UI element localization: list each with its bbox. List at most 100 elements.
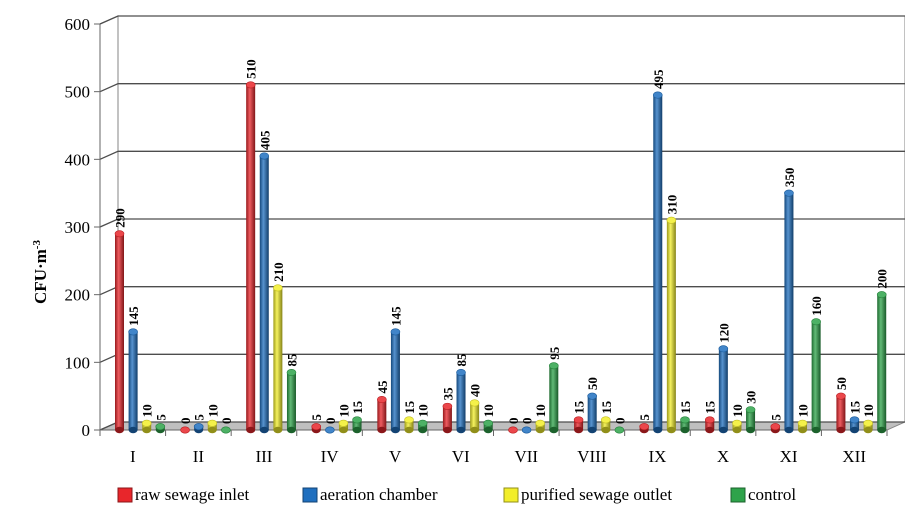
bar-top-cap — [325, 426, 335, 434]
bar-top-cap — [745, 406, 756, 414]
legend-swatch — [730, 487, 746, 503]
data-label: 310 — [664, 195, 679, 215]
bar-body — [377, 399, 387, 430]
bar-base-cap — [863, 426, 873, 434]
data-label: 120 — [716, 323, 731, 343]
bar-top-cap — [417, 419, 428, 427]
bar-base-cap — [535, 426, 545, 434]
data-label: 350 — [782, 168, 797, 188]
data-label: 45 — [375, 380, 390, 394]
bar-top-cap — [548, 362, 559, 370]
bar-top-cap — [338, 419, 349, 427]
data-label: 15 — [402, 400, 417, 414]
bar-top-cap — [390, 328, 401, 336]
bar-body — [587, 396, 597, 430]
data-label: 160 — [809, 296, 824, 316]
bar-base-cap — [574, 426, 584, 434]
data-label: 0 — [323, 418, 338, 425]
legend-swatch — [302, 487, 318, 503]
bar-aeration-chamber-VII — [521, 426, 532, 434]
bar-top-cap — [770, 423, 781, 431]
x-category-label: XI — [780, 447, 798, 466]
data-label: 0 — [178, 418, 193, 425]
bar-body — [666, 220, 676, 430]
x-category-label: III — [255, 447, 272, 466]
bar-aeration-chamber-I — [128, 328, 138, 434]
data-label: 10 — [861, 404, 876, 417]
data-label: 405 — [257, 130, 272, 150]
data-label: 10 — [416, 404, 431, 417]
data-label: 15 — [350, 400, 365, 414]
data-label: 50 — [585, 377, 600, 390]
data-label: 290 — [113, 208, 128, 228]
bar-control-X — [745, 406, 756, 434]
bar-base-cap — [442, 426, 452, 434]
legend-item: raw sewage inlet — [117, 485, 250, 504]
data-label: 5 — [192, 414, 207, 421]
data-label: 0 — [520, 418, 535, 425]
gridline — [99, 15, 905, 25]
bar-base-cap — [246, 426, 256, 434]
legend-item: purified sewage outlet — [503, 485, 672, 504]
bar-base-cap — [653, 426, 663, 434]
bar-top-cap — [155, 423, 166, 431]
bar-base-cap — [142, 426, 152, 434]
bar-base-cap — [587, 426, 597, 434]
bar-top-cap — [680, 416, 690, 424]
bar-body — [601, 419, 611, 430]
bar-aeration-chamber-II — [193, 423, 204, 434]
bar-raw-sewage-inlet-X — [704, 416, 715, 434]
x-category-label: V — [389, 447, 402, 466]
bar-top-cap — [704, 416, 715, 424]
bar-body — [286, 372, 296, 430]
data-label: 10 — [796, 404, 811, 417]
y-tick-label: 600 — [65, 15, 91, 34]
bar-aeration-chamber-VI — [456, 368, 466, 434]
bar-base-cap — [470, 426, 480, 434]
bar-body — [574, 419, 584, 430]
data-label: 210 — [271, 262, 286, 282]
bar-base-cap — [718, 426, 728, 434]
bar-body — [836, 396, 846, 430]
bar-top-cap — [639, 423, 649, 431]
bar-control-III — [286, 368, 297, 434]
bar-purified-sewage-outlet-X — [732, 419, 742, 434]
y-tick-label: 300 — [65, 218, 91, 237]
data-label: 10 — [481, 404, 496, 417]
bar-top-cap — [128, 328, 138, 336]
bar-purified-sewage-outlet-VI — [469, 399, 480, 434]
data-label: 15 — [848, 400, 863, 414]
data-label: 495 — [651, 69, 666, 89]
bar-base-cap — [784, 426, 794, 434]
bar-base-cap — [850, 426, 860, 434]
legend-item: aeration chamber — [302, 485, 438, 504]
bar-raw-sewage-inlet-IX — [639, 423, 649, 434]
data-label: 50 — [834, 377, 849, 390]
bar-purified-sewage-outlet-IX — [666, 216, 677, 434]
bar-base-cap — [732, 426, 742, 434]
bar-body — [246, 84, 256, 431]
bar-top-cap — [442, 402, 453, 410]
bar-body — [470, 402, 480, 430]
bar-control-I — [155, 423, 166, 434]
bar-base-cap — [115, 426, 124, 434]
data-label: 30 — [744, 391, 759, 404]
bar-top-cap — [273, 284, 283, 292]
bar-base-cap — [418, 426, 428, 434]
bar-control-II — [221, 426, 231, 434]
data-label: 10 — [533, 404, 548, 417]
legend: raw sewage inlet aeration chamber purified… — [117, 485, 796, 504]
data-label: 10 — [205, 404, 220, 417]
data-label: 510 — [244, 59, 259, 79]
bar-top-cap — [666, 216, 677, 224]
x-category-label: IV — [321, 447, 340, 466]
bar-body — [259, 155, 269, 430]
bar-top-cap — [245, 81, 256, 89]
data-label: 95 — [547, 346, 562, 360]
x-category-label: X — [717, 447, 729, 466]
x-category-label: I — [130, 447, 136, 466]
data-labels: 2901451050510051040521085501015451451510… — [113, 59, 890, 424]
x-category-label: VIII — [577, 447, 607, 466]
bar-top-cap — [483, 419, 494, 427]
